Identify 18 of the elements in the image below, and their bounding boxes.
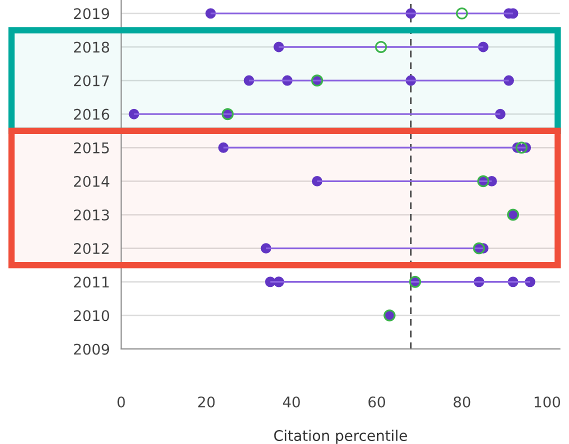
x-tick-label: 20 [198, 396, 215, 408]
x-tick-label: 100 [534, 396, 560, 408]
x-tick-label: 60 [368, 396, 386, 408]
y-tick-label: 2018 [74, 42, 110, 53]
y-tick-label: 2016 [74, 108, 110, 120]
y-tick-label: 2009 [74, 344, 110, 355]
y-tick-label: 2011 [74, 276, 109, 288]
x-axis-title: Citation percentile [274, 430, 407, 444]
y-tick-label: 2017 [74, 75, 109, 86]
y-tick-label: 2013 [74, 209, 109, 221]
y-tick-label: 2010 [74, 310, 110, 322]
y-tick-label: 2019 [74, 8, 110, 20]
y-tick-label: 2012 [74, 243, 109, 254]
x-tick-label: 40 [283, 396, 300, 408]
x-tick-label: 0 [118, 396, 125, 408]
y-tick-label: 2015 [74, 142, 109, 154]
y-tick-label: 2014 [74, 176, 110, 187]
x-tick-label: 80 [454, 396, 470, 408]
